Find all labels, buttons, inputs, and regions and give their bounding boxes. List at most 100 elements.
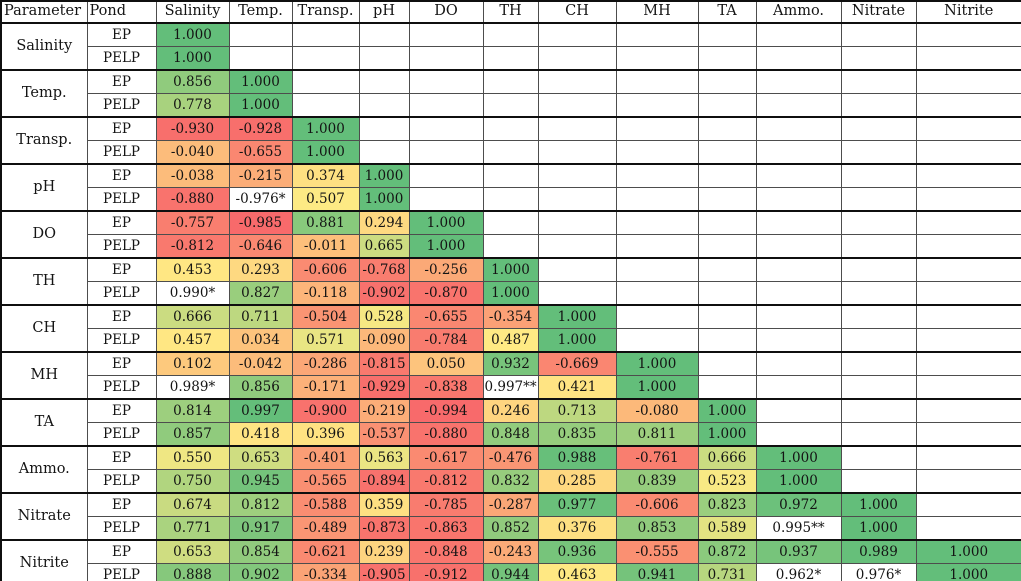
table-row: MH EP 0.102 -0.042 -0.286 -0.815 0.050 0.932 -0.… [0, 351, 1021, 400]
correlation-cell: 0.888 [155, 563, 230, 581]
table-row: PELP 0.771 0.917 -0.489 -0.873 -0.863 0.852 0.3… [1, 516, 1021, 541]
empty-cell [358, 140, 410, 165]
empty-cell [915, 375, 1021, 400]
correlation-cell: -0.873 [358, 516, 410, 541]
correlation-cell: 0.771 [155, 516, 230, 541]
correlation-cell: -0.565 [291, 469, 360, 494]
correlation-cell: 1.000 [408, 234, 484, 259]
correlation-cell: -0.476 [482, 445, 539, 470]
correlation-cell: 1.000 [697, 398, 757, 423]
correlation-cell: 0.814 [155, 398, 230, 423]
header-row: Parameter Pond Salinity Temp. Transp. pH DO TH C… [0, 0, 1021, 24]
empty-cell [482, 116, 539, 141]
correlation-cell: -0.489 [291, 516, 360, 541]
table-row: Nitrite EP 0.653 0.854 -0.621 0.239 -0.848 -0.2… [0, 539, 1021, 581]
correlation-cell: 1.000 [482, 257, 539, 282]
correlation-cell: 0.941 [615, 563, 699, 581]
correlation-cell: -0.606 [615, 492, 699, 517]
correlation-cell: 0.528 [358, 304, 410, 329]
table-row: Temp. EP 0.856 1.000 [0, 69, 1021, 118]
table-row: pH EP -0.038 -0.215 0.374 1.000 [0, 163, 1021, 212]
table-row: Transp. EP -0.930 -0.928 1.000 [0, 116, 1021, 165]
correlation-cell: -0.243 [482, 539, 539, 564]
empty-cell [840, 328, 917, 353]
correlation-cell: -0.219 [358, 398, 410, 423]
correlation-cell: -0.994 [408, 398, 484, 423]
correlation-cell: 0.988 [537, 445, 617, 470]
correlation-cell: -0.334 [291, 563, 360, 581]
correlation-cell: 0.944 [482, 563, 539, 581]
correlation-cell: 0.902 [228, 563, 293, 581]
empty-cell [915, 140, 1021, 165]
correlation-cell: -0.848 [408, 539, 484, 564]
column-header-th: TH [482, 0, 539, 24]
correlation-cell: -0.555 [615, 539, 699, 564]
correlation-cell: -0.930 [155, 116, 230, 141]
empty-cell [697, 69, 757, 94]
correlation-cell: 0.571 [291, 328, 360, 353]
empty-cell [915, 445, 1021, 470]
parameter-cell-transp: Transp. [0, 116, 88, 165]
empty-cell [755, 351, 842, 376]
empty-cell [915, 351, 1021, 376]
empty-cell [537, 163, 617, 188]
correlation-cell: 0.839 [615, 469, 699, 494]
parameter-cell-nitrite: Nitrite [0, 539, 88, 581]
correlation-cell: 0.852 [482, 516, 539, 541]
empty-cell [755, 163, 842, 188]
column-header-ph: pH [358, 0, 410, 24]
parameter-cell-ta: TA [0, 398, 88, 447]
correlation-cell: 0.812 [228, 492, 293, 517]
correlation-cell: -0.757 [155, 210, 230, 235]
correlation-cell: -0.588 [291, 492, 360, 517]
empty-cell [915, 163, 1021, 188]
empty-cell [697, 328, 757, 353]
empty-cell [915, 304, 1021, 329]
empty-cell [537, 22, 617, 47]
empty-cell [915, 516, 1021, 541]
parameter-cell-do: DO [0, 210, 88, 259]
correlation-cell: 1.000 [228, 93, 293, 118]
empty-cell [840, 281, 917, 306]
empty-cell [482, 187, 539, 212]
empty-cell [840, 69, 917, 94]
empty-cell [697, 46, 757, 71]
correlation-cell: 1.000 [358, 187, 410, 212]
correlation-cell: -0.761 [615, 445, 699, 470]
empty-cell [915, 46, 1021, 71]
empty-cell [697, 116, 757, 141]
correlation-cell: -0.646 [228, 234, 293, 259]
table-row: PELP 0.778 1.000 [1, 93, 1021, 118]
correlation-cell: 0.050 [408, 351, 484, 376]
correlation-cell: 1.000 [155, 46, 230, 71]
parameter-cell-th: TH [0, 257, 88, 306]
empty-cell [840, 445, 917, 470]
correlation-cell: 0.563 [358, 445, 410, 470]
empty-cell [228, 46, 293, 71]
pond-cell: EP [86, 539, 157, 564]
correlation-cell: -0.784 [408, 328, 484, 353]
empty-cell [915, 422, 1021, 447]
correlation-cell: 1.000 [537, 304, 617, 329]
empty-cell [840, 422, 917, 447]
empty-cell [840, 187, 917, 212]
correlation-cell: 0.962* [755, 563, 842, 581]
pond-cell: PELP [86, 328, 157, 353]
empty-cell [291, 46, 360, 71]
pond-cell: EP [86, 304, 157, 329]
empty-cell [697, 140, 757, 165]
empty-cell [755, 375, 842, 400]
correlation-cell: -0.900 [291, 398, 360, 423]
empty-cell [697, 351, 757, 376]
correlation-cell: 0.937 [755, 539, 842, 564]
correlation-cell: 1.000 [755, 445, 842, 470]
empty-cell [408, 22, 484, 47]
correlation-cell: 0.857 [155, 422, 230, 447]
empty-cell [840, 351, 917, 376]
correlation-cell: 0.457 [155, 328, 230, 353]
empty-cell [482, 163, 539, 188]
column-header-parameter: Parameter [0, 0, 88, 24]
empty-cell [755, 140, 842, 165]
table-row: CH EP 0.666 0.711 -0.504 0.528 -0.655 -0.354 1.0… [0, 304, 1021, 353]
